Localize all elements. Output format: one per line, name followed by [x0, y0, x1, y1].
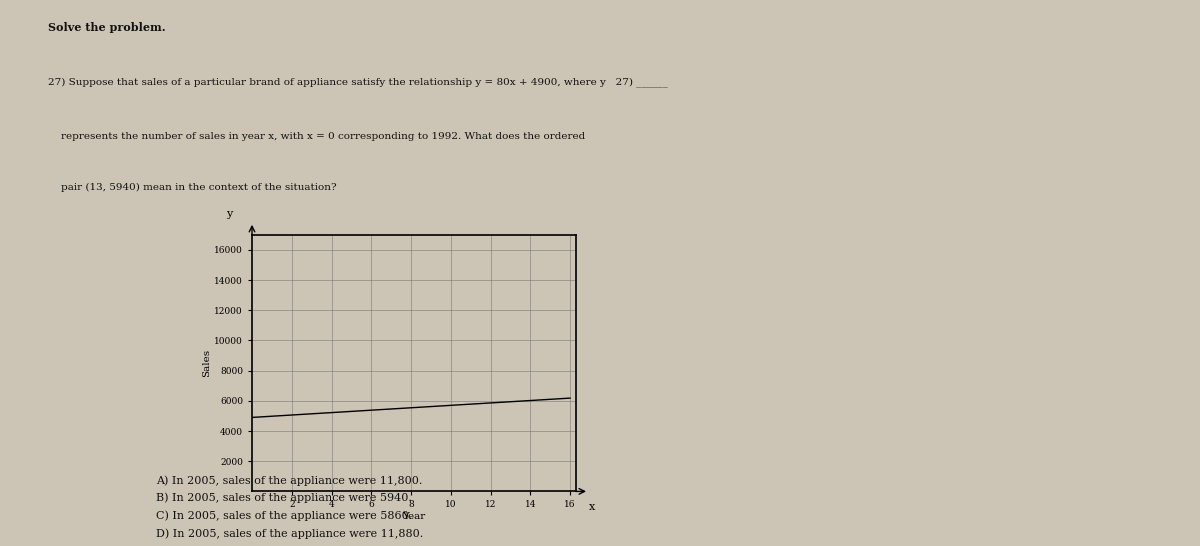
Text: B) In 2005, sales of the appliance were 5940.: B) In 2005, sales of the appliance were … [156, 492, 412, 503]
X-axis label: Year: Year [402, 512, 426, 521]
Text: D) In 2005, sales of the appliance were 11,880.: D) In 2005, sales of the appliance were … [156, 529, 424, 539]
Text: Solve the problem.: Solve the problem. [48, 22, 166, 33]
Text: y: y [226, 209, 233, 219]
Text: pair (13, 5940) mean in the context of the situation?: pair (13, 5940) mean in the context of t… [48, 183, 337, 192]
Y-axis label: Sales: Sales [203, 349, 211, 377]
Text: x: x [589, 502, 595, 512]
Text: A) In 2005, sales of the appliance were 11,800.: A) In 2005, sales of the appliance were … [156, 475, 422, 485]
Text: represents the number of sales in year x, with x = 0 corresponding to 1992. What: represents the number of sales in year x… [48, 132, 586, 141]
Text: C) In 2005, sales of the appliance were 5860.: C) In 2005, sales of the appliance were … [156, 511, 413, 521]
Text: 27) Suppose that sales of a particular brand of appliance satisfy the relationsh: 27) Suppose that sales of a particular b… [48, 77, 667, 87]
